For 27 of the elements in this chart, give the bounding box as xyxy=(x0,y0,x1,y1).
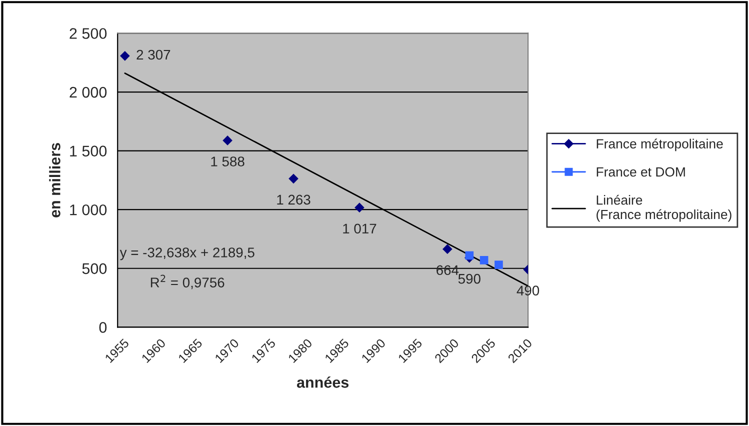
y-tick-label: 2 500 xyxy=(70,28,107,39)
data-label: 590 xyxy=(458,274,480,284)
y-tick-label: 500 xyxy=(82,263,107,274)
y-tick-label: 0 xyxy=(99,322,107,333)
data-label: 1 017 xyxy=(343,224,376,234)
annotation: R$^{2}$ = 0,9756 xyxy=(150,274,224,290)
point xyxy=(465,251,474,260)
point xyxy=(494,260,503,270)
point xyxy=(480,256,488,264)
point xyxy=(354,202,364,213)
y-axis-title: en milliers xyxy=(49,143,60,218)
data-label: 2 307 xyxy=(136,50,170,60)
data-label: 490 xyxy=(516,286,540,296)
point xyxy=(288,174,298,184)
x-axis-title: années xyxy=(296,376,349,388)
y-tick-label: 1 000 xyxy=(70,204,107,216)
point xyxy=(442,244,452,254)
annotation: y = -32,638x + 2189,5 xyxy=(120,248,254,260)
legend-label: France métropolitaine xyxy=(596,138,723,152)
point xyxy=(120,51,130,61)
y-tick-label: 1 500 xyxy=(70,146,107,156)
data-label: 1 263 xyxy=(277,194,310,205)
legend-label: Linéaire (France métropolitaine) xyxy=(596,194,732,222)
legend-label: France et DOM xyxy=(596,167,685,177)
y-tick-label: 2 000 xyxy=(70,86,107,98)
point xyxy=(222,136,232,146)
data-label: 1 588 xyxy=(211,156,244,166)
